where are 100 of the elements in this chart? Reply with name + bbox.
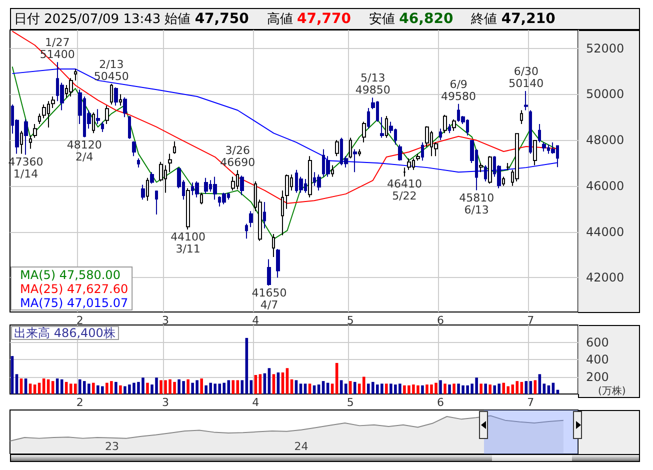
candlestick <box>533 140 537 166</box>
bar <box>294 380 298 394</box>
candlestick <box>195 180 199 198</box>
candlestick <box>367 107 370 130</box>
y-tick-label: 48000 <box>586 133 624 148</box>
x-tick-label: 5 <box>346 396 354 409</box>
bar <box>240 380 244 394</box>
annotation: 3/26 46690 <box>220 144 256 170</box>
y-tick-label: 46000 <box>586 178 624 193</box>
candlestick <box>110 83 113 106</box>
candlestick <box>20 130 23 154</box>
text: 安値 46,820 <box>369 11 454 27</box>
bar <box>308 384 312 394</box>
candlestick <box>385 115 388 138</box>
bar <box>421 385 424 394</box>
candlestick <box>249 210 253 228</box>
chart-title: 出来高 486,400株 <box>14 326 116 340</box>
bar <box>33 384 36 394</box>
bar <box>258 374 262 394</box>
bar <box>488 384 492 394</box>
bar <box>74 384 77 394</box>
candlestick <box>29 134 32 150</box>
candlestick <box>362 121 366 143</box>
x-tick-label: 2 <box>76 314 84 327</box>
annotation: 2/13 50450 <box>94 58 129 83</box>
candlestick <box>213 176 217 200</box>
candlestick <box>285 174 289 210</box>
bar <box>524 381 528 394</box>
bar <box>92 382 95 394</box>
candlestick <box>502 176 505 186</box>
bar <box>385 384 388 394</box>
text: 高値 47,770 <box>266 11 352 27</box>
candlestick <box>92 112 95 134</box>
bar <box>340 380 343 394</box>
x-tick-label: 3 <box>162 314 170 327</box>
bar <box>452 384 456 394</box>
bar <box>268 368 271 394</box>
annotation: 46410 5/22 <box>386 178 422 202</box>
y-tick-label: 600 <box>586 335 609 350</box>
text: MA(5) 47,580.00 <box>20 268 120 282</box>
candlestick <box>520 110 523 124</box>
bar <box>439 380 442 394</box>
candlestick <box>119 94 122 106</box>
annotation: 45810 6/13 <box>459 191 494 216</box>
candlestick <box>308 156 312 198</box>
annotation: 44100 3/11 <box>170 230 206 256</box>
y-tick-label: 52000 <box>586 41 624 56</box>
bar <box>286 368 289 394</box>
candlestick <box>245 223 248 240</box>
candlestick <box>173 140 176 154</box>
x-tick-label: 2 <box>76 396 84 409</box>
candlestick <box>168 153 172 173</box>
candlestick <box>69 78 73 97</box>
candlestick <box>542 142 546 152</box>
candlestick <box>358 148 361 157</box>
candlestick <box>439 128 442 141</box>
candlestick <box>317 174 321 191</box>
bar <box>344 384 348 394</box>
candlestick <box>123 96 127 118</box>
candlestick <box>33 124 37 138</box>
candlestick <box>186 188 190 230</box>
bar <box>28 384 32 394</box>
candlestick <box>281 190 284 236</box>
candlestick <box>263 201 266 229</box>
candlestick <box>331 164 334 178</box>
candlestick <box>421 142 424 162</box>
text: 日付 2025/07/09 13:43 <box>14 12 161 27</box>
candlestick <box>380 116 384 138</box>
x-tick-label: 24 <box>294 440 308 453</box>
annotation: 5/13 49850 <box>355 72 390 97</box>
candlestick <box>240 175 244 196</box>
bar <box>542 384 546 394</box>
bar <box>119 385 122 394</box>
bar <box>322 381 325 394</box>
candlestick <box>222 192 226 205</box>
candlestick <box>488 156 492 184</box>
y-tick-label: 42000 <box>586 270 624 285</box>
candlestick <box>335 140 339 157</box>
y-axis-title: (万株) <box>598 384 626 398</box>
bar <box>10 356 14 394</box>
x-tick-label: 6 <box>437 396 444 409</box>
annotation: 41650 4/7 <box>252 286 287 312</box>
y-tick-label: 200 <box>586 370 609 384</box>
y-tick-label: 400 <box>586 352 609 366</box>
bar <box>15 374 18 394</box>
bar <box>146 382 149 394</box>
annotation: 6/9 49580 <box>441 78 476 103</box>
candlestick <box>38 113 41 124</box>
bar <box>304 384 307 394</box>
candlestick <box>150 172 154 184</box>
candlestick <box>448 124 451 134</box>
candlestick <box>96 108 100 124</box>
bar <box>538 374 542 394</box>
x-tick-label: 7 <box>527 314 534 327</box>
candlestick <box>349 137 352 159</box>
x-tick-label: 4 <box>252 314 260 327</box>
x-tick-label: 4 <box>252 396 260 409</box>
text: MA(75) 47,015.07 <box>20 296 128 310</box>
bar <box>348 381 352 394</box>
bar <box>534 380 537 394</box>
